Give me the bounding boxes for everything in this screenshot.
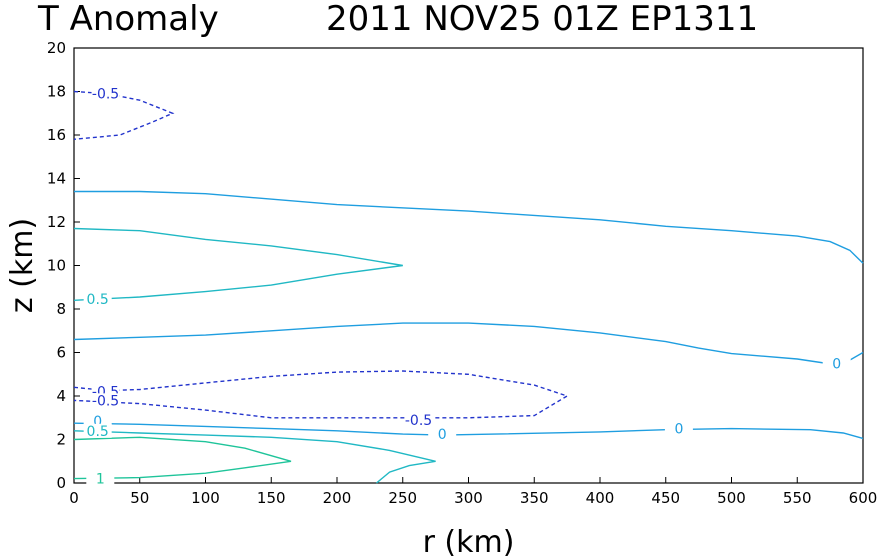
contour-line-level-0p5 [73,430,436,484]
x-tick-label: 0 [69,489,79,507]
plot-frame [73,47,864,484]
contour-line-level-0 [74,190,864,264]
contour-label-bg [91,86,120,101]
y-tick-label: 18 [47,83,66,101]
contour-label-bg [83,292,112,307]
contour-label: 0 [438,427,447,443]
axes: 0 50 100 150 200 250 300 350 400 450 500 550 6000246… [47,39,877,507]
contour-label: 1 [96,472,105,488]
x-tick-label: 50 [130,489,149,507]
contour-label-bg [83,423,112,438]
contour-line-level-neg0p5 [73,370,569,419]
x-tick-label: 200 [323,489,352,507]
contour-label-bg [91,393,120,408]
contour-label: 0 [674,422,683,438]
contour-label-bg [428,427,457,442]
contour-line-level-0p5 [73,227,403,301]
y-tick-label: 12 [47,213,66,231]
x-tick-label: 100 [191,489,220,507]
y-tick-label: 6 [56,344,66,362]
contour-label: 0 [93,414,102,430]
contour-line-level-0 [73,422,864,440]
x-tick-label: 300 [454,489,483,507]
contour-label: -0.5 [92,87,119,103]
contour-label-bg [86,471,115,486]
y-tick-label: 20 [47,39,66,57]
chart-title-left: T Anomaly [37,0,219,39]
y-tick-label: 10 [47,257,66,275]
y-tick-label: 8 [56,300,66,318]
x-tick-label: 550 [783,489,812,507]
y-tick-label: 0 [56,474,66,492]
x-tick-label: 400 [586,489,615,507]
contour-label: 0.5 [87,424,109,440]
contour-labels: -0.50.50-0.5-0.5-0.500 00.51 [83,86,851,488]
contour-label-bg [404,412,433,427]
contour-line-level-1 [73,436,292,480]
x-tick-label: 600 [849,489,878,507]
y-axis-label: z (km) [5,218,40,313]
y-tick-label: 16 [47,126,66,144]
x-tick-label: 250 [388,489,417,507]
contour-line-level-0 [73,322,864,366]
x-tick-label: 500 [717,489,746,507]
x-tick-label: 450 [651,489,680,507]
contour-label: 0.5 [87,292,109,308]
contour-label-bg [822,356,851,371]
contour-line-level-neg0p5 [73,90,175,140]
contour-label: -0.5 [405,413,432,429]
y-tick-label: 4 [56,387,66,405]
contour-lines [73,90,864,484]
contour-label: 0 [832,356,841,372]
y-tick-label: 2 [56,431,66,449]
contour-label-bg [664,421,693,436]
x-tick-label: 150 [257,489,286,507]
chart-title-right: 2011 NOV25 01Z EP1311 [326,0,758,39]
contour-label: -0.5 [92,393,119,409]
x-axis-label: r (km) [423,525,515,558]
x-tick-label: 350 [520,489,549,507]
y-tick-label: 14 [47,170,66,188]
